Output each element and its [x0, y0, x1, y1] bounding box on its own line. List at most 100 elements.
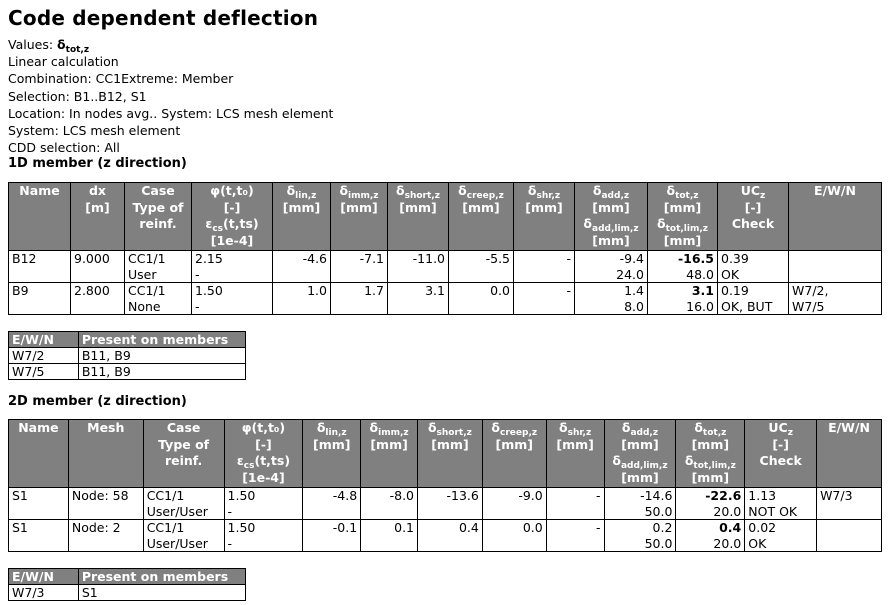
cell-name: S1 [8, 519, 69, 552]
cell-uc: 1.13 NOT OK [744, 487, 818, 520]
cell-creep: 0.0 [448, 282, 514, 315]
cell-dx: 9.000 [70, 250, 125, 283]
cell-name: S1 [8, 487, 69, 520]
cdd-line: CDD selection: All [8, 140, 120, 156]
list-item: W7/5 B11, B9 [8, 363, 247, 380]
table-1d-member: Name dx [m] Case Type of reinf. φ(t,t₀) [-] ε… [8, 182, 882, 315]
cell-tot: 3.1 16.0 [647, 282, 718, 315]
cell-tot: 0.4 20.0 [675, 519, 746, 552]
cell-shr: - [513, 250, 575, 283]
col-name: Name [8, 419, 69, 488]
cell-shr: - [513, 282, 575, 315]
col-delta-shr: δshr,z [mm] [513, 182, 575, 251]
cell-imm: -8.0 [360, 487, 419, 520]
cell-tot: -16.5 48.0 [647, 250, 718, 283]
col-delta-add: δadd,z [mm] δadd,lim,z [mm] [603, 419, 677, 488]
cell-ewn [816, 519, 882, 552]
col-phi: φ(t,t₀) [-] εcs(t,ts) [1e-4] [223, 419, 304, 488]
col-delta-tot: δtot,z [mm] δtot,lim,z [mm] [647, 182, 718, 251]
cell-phi: 1.50- [223, 487, 304, 520]
ewn-table-1d: E/W/N Present on members W7/2 B11, B9 W7… [8, 331, 247, 380]
cell-phi: 1.50- [191, 282, 273, 315]
cell-case: CC1/1 None [124, 282, 192, 315]
cell-imm: 0.1 [360, 519, 419, 552]
cell-add: -9.4 24.0 [574, 250, 648, 283]
table-row: B9 2.800 CC1/1 None 1.50- 1.0 1.7 3.1 0.0… [8, 282, 882, 315]
cell-short: -11.0 [387, 250, 449, 283]
cell-shr: - [545, 487, 605, 520]
cell-creep: -9.0 [481, 487, 547, 520]
location-line: Location: In nodes avg.. System: LCS mes… [8, 105, 334, 121]
ewn-header-members: Present on members [77, 331, 247, 348]
cell-ewn: W7/3 [816, 487, 882, 520]
cell-lin: -4.8 [302, 487, 362, 520]
cell-shr: - [545, 519, 605, 552]
list-item: W7/3 S1 [8, 584, 247, 601]
cell-ewn: W7/2, W7/5 [788, 282, 882, 315]
table-row: S1 Node: 58 CC1/1 User/User 1.50- -4.8 -8… [8, 487, 882, 520]
col-name: Name [8, 182, 71, 251]
system-line: System: LCS mesh element [8, 122, 181, 138]
cell-imm: 1.7 [330, 282, 388, 315]
values-symbol: δtot,z [57, 37, 90, 55]
section-title-1d: 1D member (z direction) [8, 156, 187, 171]
cell-tot: -22.6 20.0 [675, 487, 746, 520]
cell-short: 3.1 [387, 282, 449, 315]
cell-lin: 1.0 [272, 282, 331, 315]
page-title: Code dependent deflection [8, 6, 319, 30]
cell-uc: 0.19 OK, BUT [717, 282, 789, 315]
col-delta-lin: δlin,z [mm] [302, 419, 362, 488]
cell-case: CC1/1 User/User [142, 487, 225, 520]
col-ewn: E/W/N [788, 182, 882, 251]
cell-creep: 0.0 [481, 519, 547, 552]
col-delta-creep: δcreep,z [mm] [448, 182, 514, 251]
cell-dx: 2.800 [70, 282, 125, 315]
ewn-header-members: Present on members [77, 568, 247, 585]
col-case: Case Type of reinf. [142, 419, 225, 488]
cell-name: B9 [8, 282, 71, 315]
col-delta-shr: δshr,z [mm] [545, 419, 605, 488]
cell-name: B12 [8, 250, 71, 283]
cell-short: -13.6 [417, 487, 483, 520]
cell-ewn [788, 250, 882, 283]
col-uc: UCz [-] Check [744, 419, 818, 488]
col-dx: dx [m] [70, 182, 125, 251]
col-case: Case Type of reinf. [124, 182, 192, 251]
cell-phi: 1.50- [223, 519, 304, 552]
table-2d-member: Name Mesh Case Type of reinf. φ(t,t₀) [-] εc… [8, 419, 882, 552]
col-delta-tot: δtot,z [mm] δtot,lim,z [mm] [675, 419, 746, 488]
values-line: Values: δtot,z [8, 36, 333, 55]
cell-case: CC1/1 User [124, 250, 192, 283]
col-delta-imm: δimm,z [mm] [330, 182, 388, 251]
col-delta-short: δshort,z [mm] [387, 182, 449, 251]
cell-lin: -4.6 [272, 250, 331, 283]
col-delta-imm: δimm,z [mm] [360, 419, 419, 488]
section-title-2d: 2D member (z direction) [8, 394, 187, 409]
cell-case: CC1/1 User/User [142, 519, 225, 552]
table-row: B12 9.000 CC1/1 User 2.15- -4.6 -7.1 -11.… [8, 250, 882, 283]
cell-uc: 0.02 OK [744, 519, 818, 552]
cell-short: 0.4 [417, 519, 483, 552]
cell-lin: -0.1 [302, 519, 362, 552]
cell-add: -14.6 50.0 [603, 487, 677, 520]
col-mesh: Mesh [67, 419, 144, 488]
ewn-table-2d: E/W/N Present on members W7/3 S1 [8, 568, 247, 601]
cell-creep: -5.5 [448, 250, 514, 283]
cell-uc: 0.39 OK [717, 250, 789, 283]
combination-line: Combination: CC1Extreme: Member [8, 71, 234, 87]
cell-imm: -7.1 [330, 250, 388, 283]
col-delta-short: δshort,z [mm] [417, 419, 483, 488]
ewn-header-code: E/W/N [8, 331, 79, 348]
cell-mesh: Node: 58 [67, 487, 144, 520]
calculation-info: Values: δtot,z Linear calculation Combin… [8, 36, 333, 156]
cell-add: 0.2 50.0 [603, 519, 677, 552]
cell-mesh: Node: 2 [67, 519, 144, 552]
table-row: S1 Node: 2 CC1/1 User/User 1.50- -0.1 0.1… [8, 519, 882, 552]
values-label: Values: [8, 37, 54, 52]
col-phi: φ(t,t₀) [-] εcs(t,ts) [1e-4] [191, 182, 273, 251]
calc-type: Linear calculation [8, 54, 119, 70]
col-ewn: E/W/N [816, 419, 882, 488]
col-delta-add: δadd,z [mm] δadd,lim,z [mm] [574, 182, 648, 251]
ewn-header-code: E/W/N [8, 568, 79, 585]
col-delta-lin: δlin,z [mm] [272, 182, 331, 251]
